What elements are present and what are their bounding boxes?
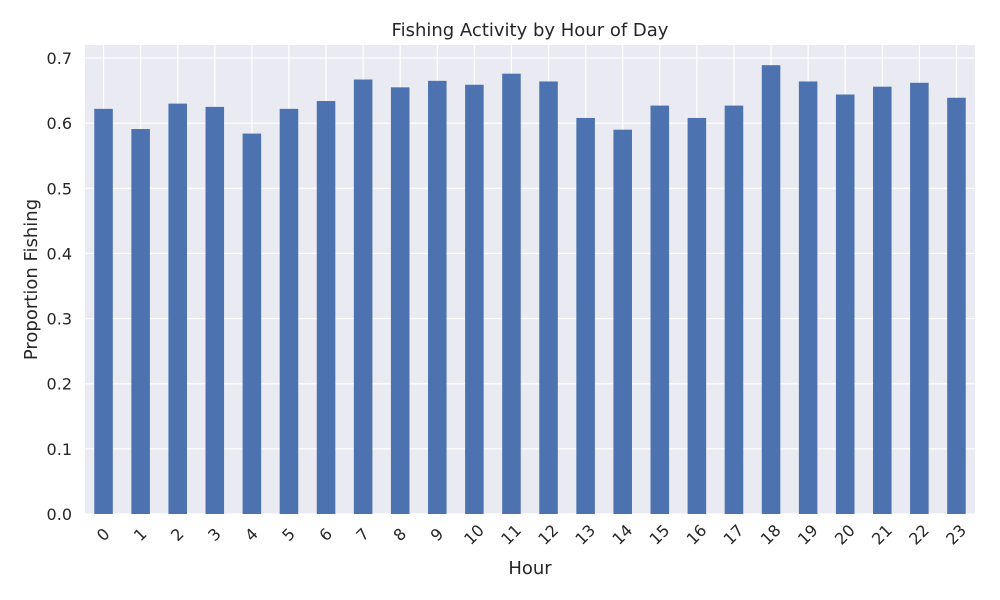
bar	[835, 94, 855, 514]
x-tick-label: 0	[93, 524, 114, 545]
x-tick-label: 19	[794, 521, 822, 549]
y-tick-label: 0.1	[47, 440, 72, 459]
bar	[428, 80, 447, 514]
bar	[353, 79, 373, 514]
bar	[205, 106, 225, 514]
x-tick-label: 15	[646, 521, 674, 549]
bar	[316, 101, 336, 515]
x-tick-label: 5	[278, 524, 299, 545]
bar	[390, 87, 410, 515]
x-tick-label: 12	[534, 521, 562, 549]
x-tick-label: 3	[204, 524, 225, 545]
bar	[242, 133, 262, 515]
bar	[873, 86, 892, 514]
x-tick-label: 1	[130, 524, 151, 545]
y-axis-label: Proportion Fishing	[21, 199, 42, 360]
bar	[539, 81, 558, 514]
x-tick-label: 9	[427, 524, 448, 545]
x-tick-label: 13	[571, 521, 599, 549]
x-tick-label: 4	[241, 524, 262, 545]
bar	[613, 129, 632, 515]
bar	[761, 65, 781, 514]
x-tick-label: 20	[831, 521, 859, 549]
x-tick-label: 18	[757, 521, 785, 549]
bar	[465, 84, 484, 514]
chart-title: Fishing Activity by Hour of Day	[392, 20, 669, 41]
x-axis-label: Hour	[508, 558, 552, 579]
bar	[576, 117, 595, 514]
x-tick-label: 22	[905, 521, 933, 549]
x-tick-label: 8	[390, 524, 411, 545]
bar	[724, 105, 744, 515]
x-tick-label: 21	[868, 521, 896, 549]
x-tick-label: 23	[942, 521, 970, 549]
y-tick-label: 0.7	[47, 49, 72, 68]
bar	[502, 73, 521, 515]
y-axis-ticks: 0.0 0.1 0.2 0.3 0.4 0.5 0.6 0.7	[47, 49, 72, 524]
bar	[910, 82, 929, 515]
bar	[168, 103, 187, 514]
x-tick-label: 7	[352, 524, 373, 545]
x-tick-label: 16	[683, 521, 711, 549]
x-tick-label: 14	[608, 521, 636, 549]
bar	[279, 108, 299, 514]
y-tick-label: 0.5	[47, 179, 72, 198]
bar	[947, 97, 966, 514]
bar	[687, 117, 707, 514]
x-tick-label: 17	[720, 521, 748, 549]
x-tick-label: 2	[167, 524, 188, 545]
x-axis-ticks: 0 1 2 3 4 5 6 7 8 9 10 11 12 13 14 15 16 17 18 19 20 21 22 23	[93, 521, 970, 549]
bar	[798, 81, 818, 514]
x-tick-label: 10	[460, 521, 488, 549]
y-tick-label: 0.4	[47, 244, 72, 263]
x-tick-label: 6	[315, 524, 336, 545]
y-tick-label: 0.6	[47, 114, 72, 133]
y-tick-label: 0.2	[47, 375, 72, 394]
y-tick-label: 0.0	[47, 505, 72, 524]
bars	[94, 65, 966, 515]
y-tick-label: 0.3	[47, 310, 72, 329]
x-tick-label: 11	[497, 521, 525, 549]
bar	[650, 105, 670, 515]
bar	[94, 108, 113, 514]
bar	[131, 129, 150, 514]
